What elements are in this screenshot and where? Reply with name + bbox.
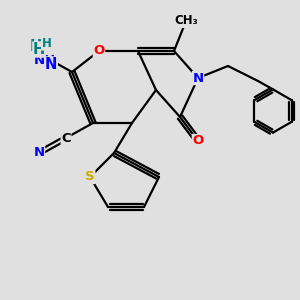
Text: S: S (85, 170, 95, 184)
Text: H: H (30, 39, 42, 54)
Text: H: H (35, 43, 46, 56)
Text: NH: NH (34, 53, 56, 67)
Text: N: N (33, 146, 45, 160)
Text: CH₃: CH₃ (174, 14, 198, 28)
Text: O: O (192, 134, 204, 148)
Text: C: C (61, 131, 71, 145)
Text: N: N (192, 71, 204, 85)
Text: H: H (42, 37, 51, 50)
Text: N: N (45, 57, 57, 72)
Text: H: H (33, 42, 45, 57)
Text: O: O (93, 44, 105, 58)
